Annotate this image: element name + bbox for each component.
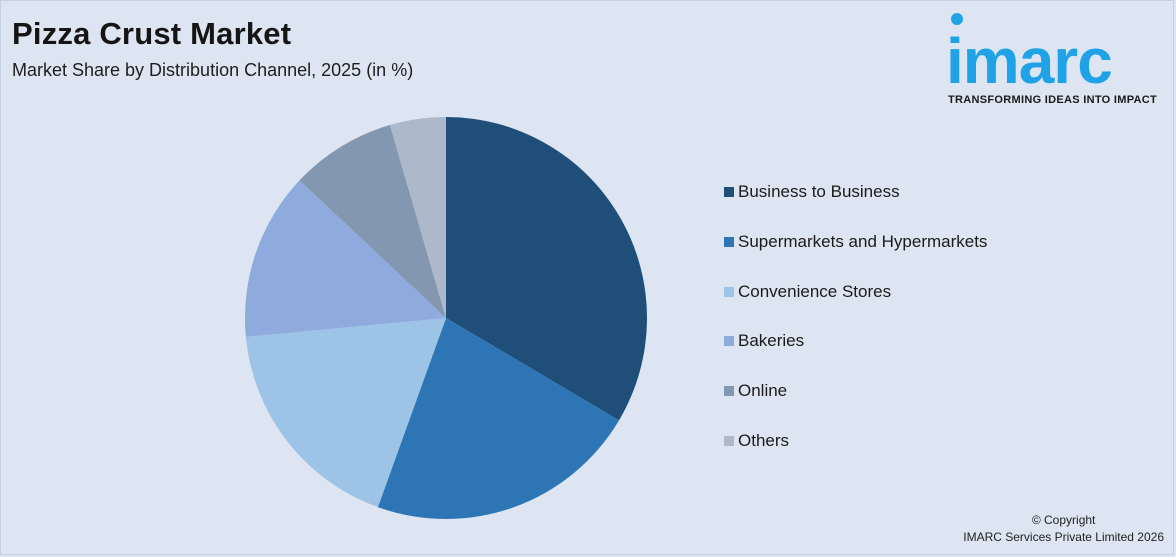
- copyright-line: © Copyright: [1031, 513, 1096, 527]
- legend-swatch: [724, 236, 734, 247]
- chart-subtitle: Market Share by Distribution Channel, 20…: [12, 60, 414, 80]
- legend-item: Business to Business: [724, 182, 987, 202]
- imarc-logo: imarc TRANSFORMING IDEAS INTO IMPACT: [944, 12, 1172, 112]
- legend-swatch: [724, 386, 734, 397]
- legend-swatch: [724, 435, 734, 446]
- chart-legend: Business to Business Supermarkets and Hyp…: [724, 182, 987, 481]
- pie-slice-others: [389, 117, 446, 318]
- legend-label: Convenience Stores: [738, 281, 892, 301]
- legend-item: Convenience Stores: [724, 282, 987, 302]
- legend-label: Supermarkets and Hypermarkets: [738, 231, 988, 251]
- pie-slice-online: [299, 124, 446, 318]
- legend-label: Bakeries: [738, 331, 805, 351]
- legend-label: Online: [738, 381, 788, 401]
- pie-slice-convenience-stores: [245, 318, 446, 508]
- legend-item: Online: [724, 381, 987, 401]
- legend-item: Supermarkets and Hypermarkets: [724, 232, 987, 252]
- chart-title: Pizza Crust Market: [12, 16, 292, 51]
- pie-slice-business-to-business: [446, 117, 647, 421]
- copyright-notice: © Copyright IMARC Services Private Limit…: [963, 512, 1164, 546]
- logo-wordmark: imarc: [946, 25, 1113, 97]
- legend-label: Others: [738, 430, 790, 450]
- copyright-company: IMARC Services Private Limited 2026: [963, 530, 1164, 544]
- pie-chart: [245, 117, 647, 519]
- logo-tagline: TRANSFORMING IDEAS INTO IMPACT: [948, 94, 1158, 106]
- logo-dot: [951, 13, 963, 25]
- legend-item: Others: [724, 431, 987, 451]
- pie-slice-bakeries: [245, 180, 446, 337]
- legend-item: Bakeries: [724, 331, 987, 351]
- legend-swatch: [724, 187, 734, 197]
- legend-swatch: [724, 336, 734, 347]
- legend-label: Business to Business: [738, 182, 900, 201]
- legend-swatch: [724, 286, 734, 297]
- pie-slice-supermarkets-and-hypermarkets: [377, 318, 620, 519]
